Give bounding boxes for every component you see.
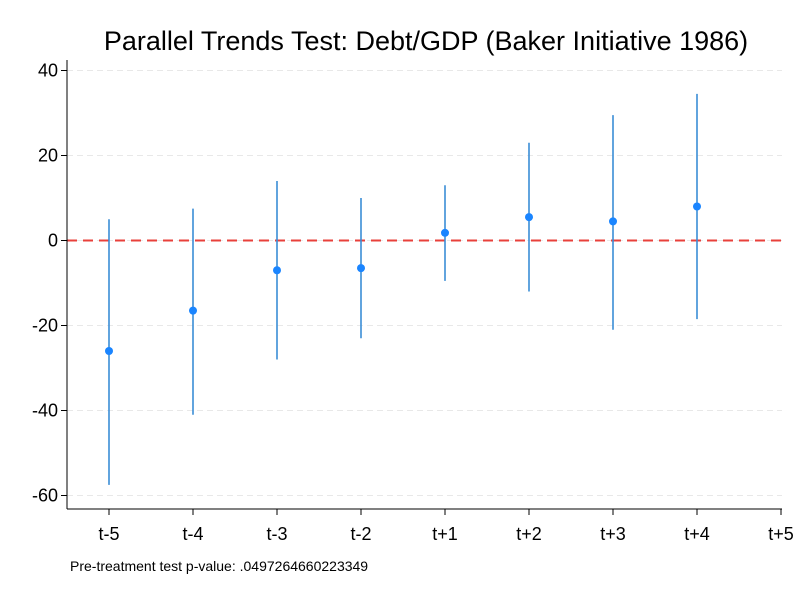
x-tick-label-1: t-4: [182, 524, 203, 544]
point-estimate-6: [609, 217, 617, 226]
y-tick-label-0: 40: [38, 61, 58, 81]
x-tick-label-5: t+2: [516, 524, 542, 544]
y-tick-label-3: -20: [32, 316, 58, 336]
point-estimate-1: [189, 306, 197, 315]
point-estimate-5: [525, 213, 533, 222]
y-axis-ticks: 40 20 0 -20 -40 -60: [32, 61, 67, 506]
x-axis-ticks: t-5 t-4 t-3 t-2 t+1 t+2 t+3 t+4 t+5: [98, 509, 794, 544]
x-tick-label-0: t-5: [98, 524, 119, 544]
x-tick-label-6: t+3: [600, 524, 626, 544]
chart-title: Parallel Trends Test: Debt/GDP (Baker In…: [104, 26, 748, 56]
point-estimates: [105, 202, 701, 355]
point-estimate-7: [693, 202, 701, 211]
x-tick-label-2: t-3: [266, 524, 287, 544]
point-estimate-4: [441, 228, 449, 237]
point-estimate-3: [357, 264, 365, 273]
point-estimate-0: [105, 347, 113, 355]
x-tick-label-7: t+4: [684, 524, 710, 544]
axes: [66, 60, 782, 510]
pretreatment-note: Pre-treatment test p-value: .04972646602…: [70, 558, 368, 574]
y-tick-label-1: 20: [38, 146, 58, 166]
x-tick-label-4: t+1: [432, 524, 458, 544]
y-tick-label-5: -60: [32, 486, 58, 506]
x-tick-label-3: t-2: [350, 524, 371, 544]
x-tick-label-8: t+5: [768, 524, 794, 544]
y-tick-label-2: 0: [48, 231, 58, 251]
point-estimate-2: [273, 266, 281, 275]
gridlines: [67, 70, 782, 496]
y-tick-label-4: -40: [32, 401, 58, 421]
confidence-intervals: [108, 93, 698, 485]
